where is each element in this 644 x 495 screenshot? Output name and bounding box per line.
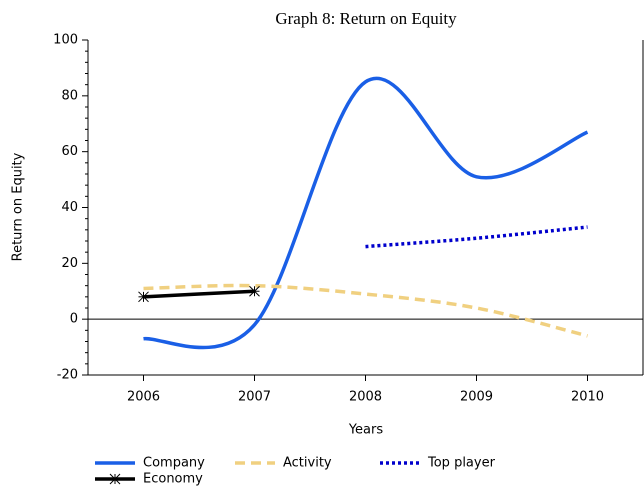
y-tick-label: 100 [53,33,78,48]
y-tick-label: 80 [61,88,78,103]
legend-marker [109,473,121,485]
marker [250,286,260,296]
y-tick-label: 60 [61,144,78,159]
legend-label: Activity [283,456,332,471]
x-tick-label: 2006 [127,390,160,405]
y-tick-label: 0 [70,312,78,327]
x-tick-label: 2010 [571,390,604,405]
marker-part [138,291,149,303]
x-axis-label: Years [348,423,384,438]
x-tick-label: 2007 [238,390,271,405]
x-tick-label: 2008 [349,390,382,405]
y-tick-label: 20 [61,256,78,271]
series-line [365,225,588,249]
y-tick-label: 40 [61,200,78,215]
series-line [143,76,589,350]
y-tick-label: -20 [57,368,78,383]
x-tick-label: 2009 [460,390,493,405]
legend-label: Top player [427,456,496,471]
series-line [143,283,588,338]
legend-label: Economy [143,472,203,487]
series-line [143,289,255,299]
marker-part [249,285,260,297]
marker [139,292,149,302]
y-axis-label: Return on Equity [11,152,26,261]
chart-title: Graph 8: Return on Equity [275,9,457,28]
legend-label: Company [143,456,205,471]
